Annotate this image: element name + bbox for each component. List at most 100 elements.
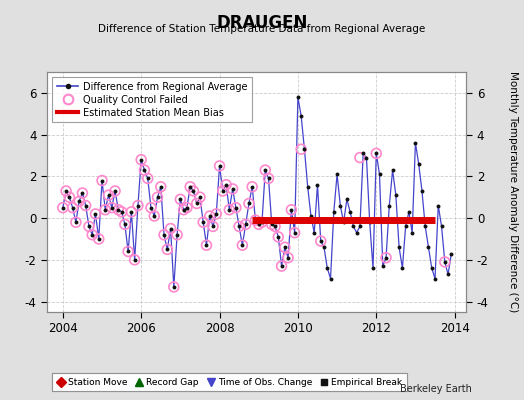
Point [192, 200, 201, 207]
Point [94, 236, 103, 242]
Point [235, 223, 243, 230]
Point [277, 263, 286, 269]
Point [356, 223, 364, 230]
Point [78, 190, 86, 196]
Point [388, 167, 397, 173]
Point [117, 209, 126, 215]
Point [205, 213, 214, 219]
Point [111, 188, 119, 194]
Point [147, 204, 155, 211]
Point [333, 171, 341, 178]
Point [69, 204, 77, 211]
Point [144, 175, 152, 182]
Point [235, 223, 243, 230]
Point [268, 221, 276, 228]
Point [62, 188, 70, 194]
Point [232, 204, 240, 211]
Text: DRAUGEN: DRAUGEN [216, 14, 308, 32]
Point [107, 204, 116, 211]
Point [101, 206, 110, 213]
Point [391, 192, 400, 198]
Point [124, 248, 133, 255]
Point [369, 265, 377, 271]
Point [310, 230, 319, 236]
Point [127, 209, 136, 215]
Point [144, 175, 152, 182]
Point [284, 254, 292, 261]
Point [78, 190, 86, 196]
Point [424, 244, 433, 250]
Point [290, 230, 299, 236]
Point [219, 188, 227, 194]
Point [65, 194, 73, 200]
Point [418, 188, 426, 194]
Point [215, 163, 224, 169]
Point [91, 211, 100, 217]
Point [160, 232, 168, 238]
Point [248, 184, 256, 190]
Point [222, 182, 230, 188]
Point [192, 200, 201, 207]
Point [385, 202, 394, 209]
Point [81, 202, 90, 209]
Point [202, 242, 211, 248]
Point [290, 230, 299, 236]
Point [353, 230, 361, 236]
Point [130, 257, 139, 263]
Point [121, 221, 129, 228]
Point [340, 219, 348, 226]
Point [81, 202, 90, 209]
Point [154, 194, 162, 200]
Point [264, 175, 272, 182]
Point [330, 209, 338, 215]
Point [130, 257, 139, 263]
Point [326, 276, 335, 282]
Point [346, 209, 354, 215]
Point [150, 213, 158, 219]
Point [183, 204, 191, 211]
Point [359, 150, 367, 156]
Point [173, 232, 181, 238]
Point [186, 184, 194, 190]
Point [167, 225, 175, 232]
Point [356, 154, 364, 161]
Point [124, 248, 133, 255]
Point [313, 182, 322, 188]
Point [157, 184, 165, 190]
Point [183, 204, 191, 211]
Point [225, 206, 234, 213]
Point [375, 171, 384, 178]
Point [447, 250, 455, 257]
Point [173, 232, 181, 238]
Point [258, 219, 266, 226]
Point [199, 219, 208, 226]
Text: Difference of Station Temperature Data from Regional Average: Difference of Station Temperature Data f… [99, 24, 425, 34]
Point [238, 242, 247, 248]
Point [212, 211, 221, 217]
Point [297, 113, 305, 119]
Point [107, 204, 116, 211]
Point [121, 221, 129, 228]
Point [255, 221, 263, 228]
Point [111, 188, 119, 194]
Point [196, 194, 204, 200]
Point [189, 188, 198, 194]
Y-axis label: Monthly Temperature Anomaly Difference (°C): Monthly Temperature Anomaly Difference (… [508, 71, 518, 313]
Point [137, 156, 145, 163]
Point [252, 217, 260, 223]
Point [438, 223, 446, 230]
Point [372, 150, 380, 156]
Point [343, 196, 351, 202]
Point [98, 177, 106, 184]
Point [303, 184, 312, 190]
Point [336, 202, 344, 209]
Point [408, 230, 417, 236]
Point [281, 244, 289, 250]
Point [431, 276, 439, 282]
Point [176, 196, 184, 202]
Point [88, 232, 96, 238]
Point [114, 206, 123, 213]
Point [72, 219, 80, 226]
Point [65, 194, 73, 200]
Point [202, 242, 211, 248]
